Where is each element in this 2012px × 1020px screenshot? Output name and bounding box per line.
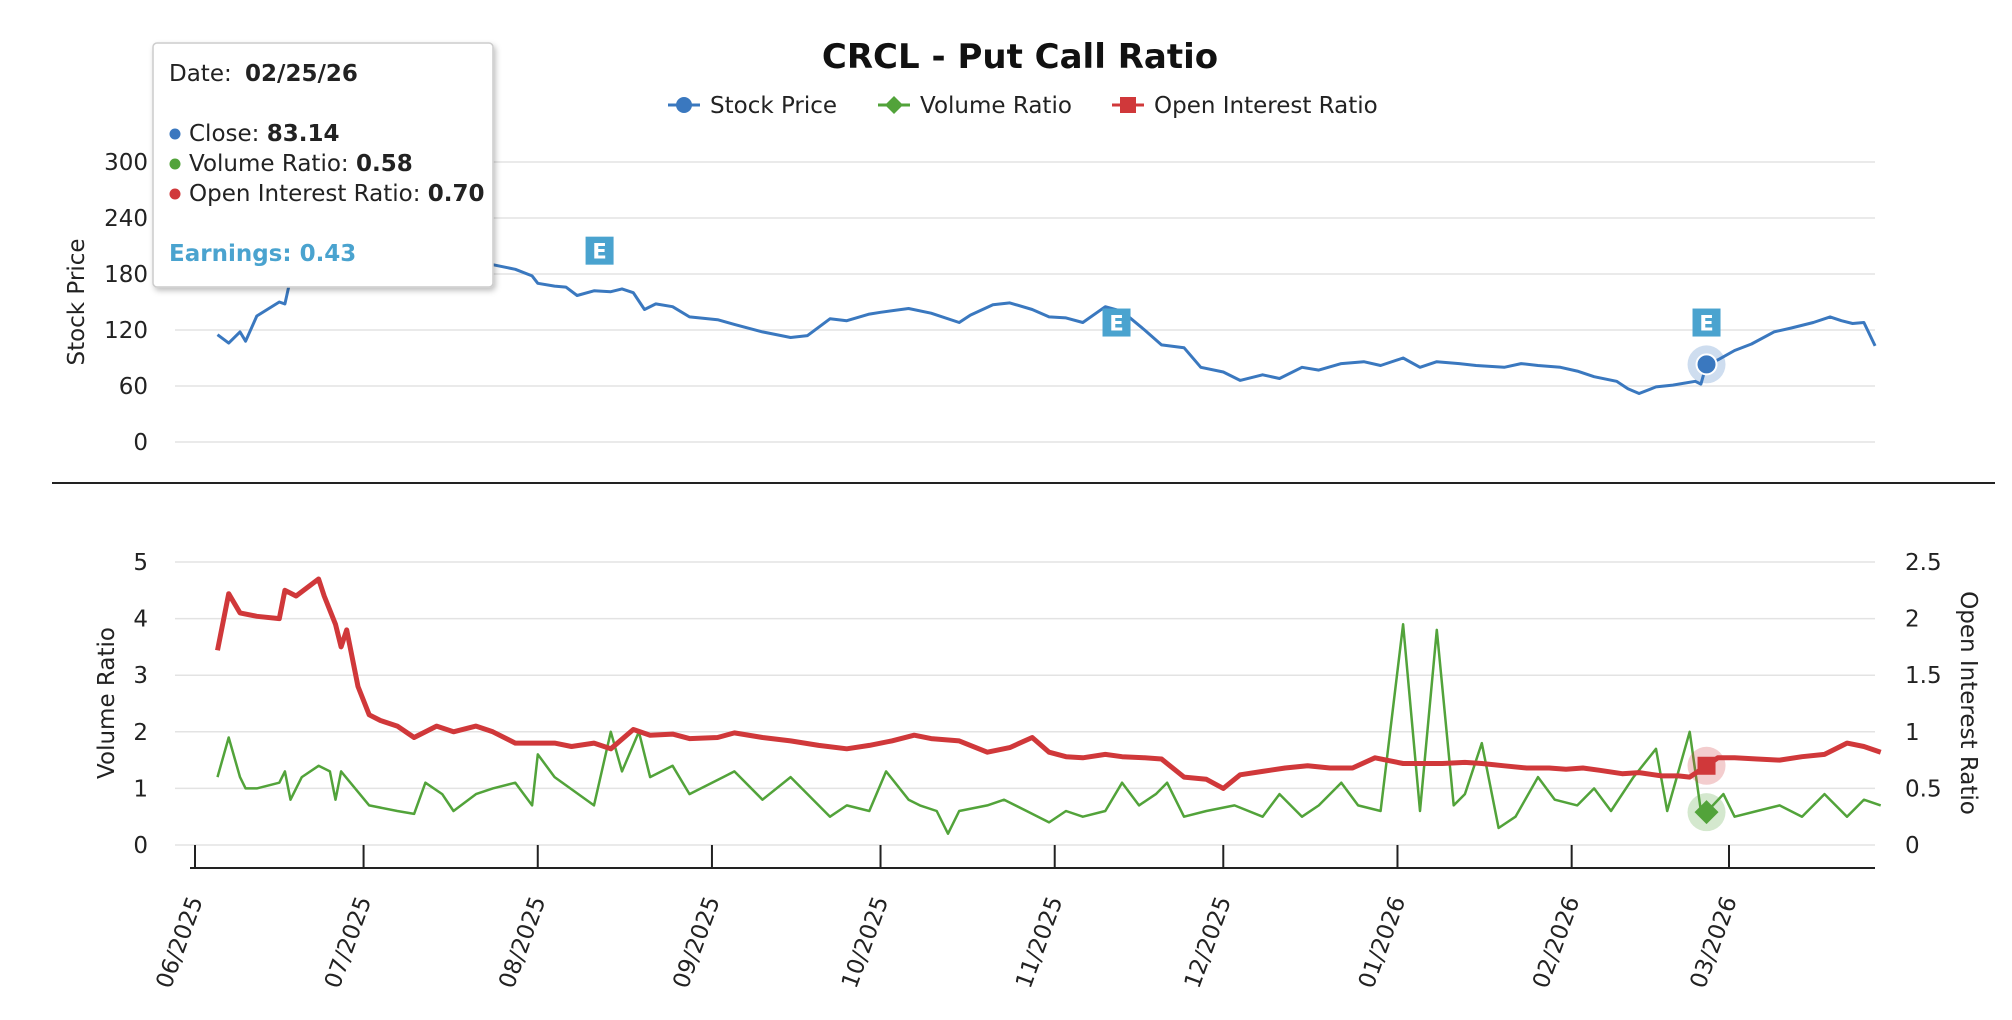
tooltip-row: Close: 83.14 (189, 121, 339, 147)
top-y-tick-label: 120 (104, 318, 148, 344)
tooltip-row: Volume Ratio: 0.58 (189, 151, 413, 177)
tooltip-date-value: 02/25/26 (245, 61, 358, 87)
earnings-marker-label: E (592, 240, 606, 264)
hover-markers (1687, 345, 1726, 832)
tooltip-row-dot (169, 188, 181, 200)
tooltip-row-dot (169, 158, 181, 170)
top-y-tick-label: 180 (104, 262, 148, 288)
tooltip-rows: Close: 83.14 Volume Ratio: 0.58 Open Inter… (169, 121, 485, 207)
open-interest-ratio-axis-label: Open Interest Ratio (1955, 591, 1981, 815)
legend-label: Volume Ratio (920, 93, 1072, 119)
earnings-marker-label: E (1699, 312, 1713, 336)
legend-marker-diamond (885, 96, 903, 114)
hover-marker-stock (1695, 353, 1718, 376)
chart-title: CRCL - Put Call Ratio (822, 37, 1218, 77)
open-interest-ratio-tick-label: 1 (1905, 720, 1920, 746)
tooltip-date-label: Date: (169, 61, 232, 87)
chart-legend: Stock Price Volume Ratio Open Interest Rat… (668, 93, 1378, 119)
top-y-tick-label: 0 (133, 430, 148, 456)
bottom-panel: 0 1 2 3 4 5 0 0.5 1 1.5 2 2.5 Volume Ratio Open In… (94, 550, 1981, 992)
top-y-tick-label: 300 (104, 150, 148, 176)
earnings-markers: E E E (585, 236, 1721, 337)
tooltip-date: Date: 02/25/26 (169, 61, 358, 87)
legend-marker-square (1120, 97, 1136, 113)
volume-ratio-tick-label: 2 (133, 720, 148, 746)
volume-ratio-tick-label: 1 (133, 776, 148, 802)
bottom-grid (175, 561, 1875, 846)
tooltip-row-label: Close: (189, 121, 267, 147)
bottom-series (215, 576, 1882, 835)
tooltip-box (152, 42, 494, 288)
volume-ratio-axis-label: Volume Ratio (94, 627, 120, 779)
bottom-right-y-axis: 0 0.5 1 1.5 2 2.5 (1905, 550, 1942, 859)
tooltip-row-dot (169, 128, 181, 140)
hover-marker-volume (1694, 800, 1719, 825)
open-interest-ratio-tick-label: 1.5 (1905, 663, 1942, 689)
top-y-tick-label: 240 (104, 206, 148, 232)
top-y-axis-label: Stock Price (64, 238, 90, 365)
earnings-marker (585, 236, 614, 265)
volume-ratio-tick-label: 0 (133, 833, 148, 859)
top-y-axis: 0 60 120 180 240 300 (104, 150, 148, 456)
tooltip-row: Open Interest Ratio: 0.70 (189, 181, 485, 207)
volume-ratio-tick-label: 4 (133, 607, 148, 633)
tooltip: Date: 02/25/26 Close: 83.14 Volume Ratio:… (152, 42, 494, 288)
hover-marker-oi (1697, 756, 1716, 775)
open-interest-ratio-tick-label: 0.5 (1905, 776, 1942, 802)
bottom-left-y-axis: 0 1 2 3 4 5 (133, 550, 148, 859)
earnings-marker-label: E (1109, 312, 1123, 336)
tooltip-earnings: Earnings: 0.43 (169, 241, 356, 267)
tooltip-row-label: Open Interest Ratio: (189, 181, 428, 207)
legend-marker-circle (676, 97, 692, 113)
tooltip-row-label: Volume Ratio: (189, 151, 356, 177)
earnings-marker (1692, 308, 1721, 337)
open-interest-ratio-tick-label: 2.5 (1905, 550, 1942, 576)
legend-label: Open Interest Ratio (1154, 93, 1378, 119)
volume-ratio-line (216, 623, 1882, 835)
open-interest-ratio-tick-label: 2 (1905, 607, 1920, 633)
top-y-tick-label: 60 (119, 374, 148, 400)
earnings-marker (1102, 308, 1131, 337)
volume-ratio-tick-label: 5 (133, 550, 148, 576)
tooltip-row-value: 0.70 (428, 181, 485, 207)
volume-ratio-tick-label: 3 (133, 663, 148, 689)
tooltip-row-value: 0.58 (356, 151, 413, 177)
open-interest-ratio-line (215, 576, 1882, 791)
tooltip-row-value: 83.14 (267, 121, 340, 147)
open-interest-ratio-tick-label: 0 (1905, 833, 1920, 859)
legend-label: Stock Price (710, 93, 837, 119)
